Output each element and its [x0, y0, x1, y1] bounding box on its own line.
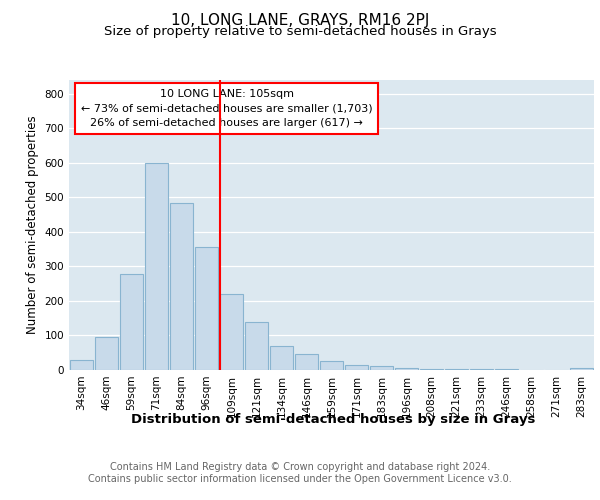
Bar — [345, 365, 368, 370]
Bar — [70, 360, 93, 370]
Bar — [420, 368, 443, 370]
Text: 10 LONG LANE: 105sqm
← 73% of semi-detached houses are smaller (1,703)
26% of se: 10 LONG LANE: 105sqm ← 73% of semi-detac… — [80, 88, 373, 128]
Bar — [170, 203, 193, 370]
Text: Contains HM Land Registry data © Crown copyright and database right 2024.: Contains HM Land Registry data © Crown c… — [110, 462, 490, 472]
Bar — [220, 294, 243, 370]
Bar — [245, 322, 268, 370]
Bar — [570, 368, 593, 370]
Bar — [195, 248, 218, 370]
Text: Contains public sector information licensed under the Open Government Licence v3: Contains public sector information licen… — [88, 474, 512, 484]
Bar — [370, 366, 393, 370]
Bar — [270, 346, 293, 370]
Bar — [445, 369, 468, 370]
Bar — [145, 163, 168, 370]
Bar — [95, 337, 118, 370]
Text: Distribution of semi-detached houses by size in Grays: Distribution of semi-detached houses by … — [131, 412, 535, 426]
Text: 10, LONG LANE, GRAYS, RM16 2PJ: 10, LONG LANE, GRAYS, RM16 2PJ — [171, 12, 429, 28]
Y-axis label: Number of semi-detached properties: Number of semi-detached properties — [26, 116, 39, 334]
Bar — [120, 274, 143, 370]
Bar — [320, 362, 343, 370]
Bar — [295, 354, 318, 370]
Text: Size of property relative to semi-detached houses in Grays: Size of property relative to semi-detach… — [104, 25, 496, 38]
Bar — [395, 368, 418, 370]
